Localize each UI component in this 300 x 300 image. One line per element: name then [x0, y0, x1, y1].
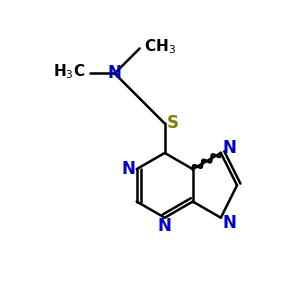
Text: N: N [222, 214, 236, 232]
Text: CH$_3$: CH$_3$ [144, 38, 176, 56]
Text: H$_3$C: H$_3$C [53, 63, 85, 81]
Text: N: N [122, 160, 135, 178]
Text: N: N [158, 217, 172, 235]
Text: S: S [167, 115, 179, 133]
Text: N: N [222, 139, 236, 157]
Text: N: N [108, 64, 122, 82]
